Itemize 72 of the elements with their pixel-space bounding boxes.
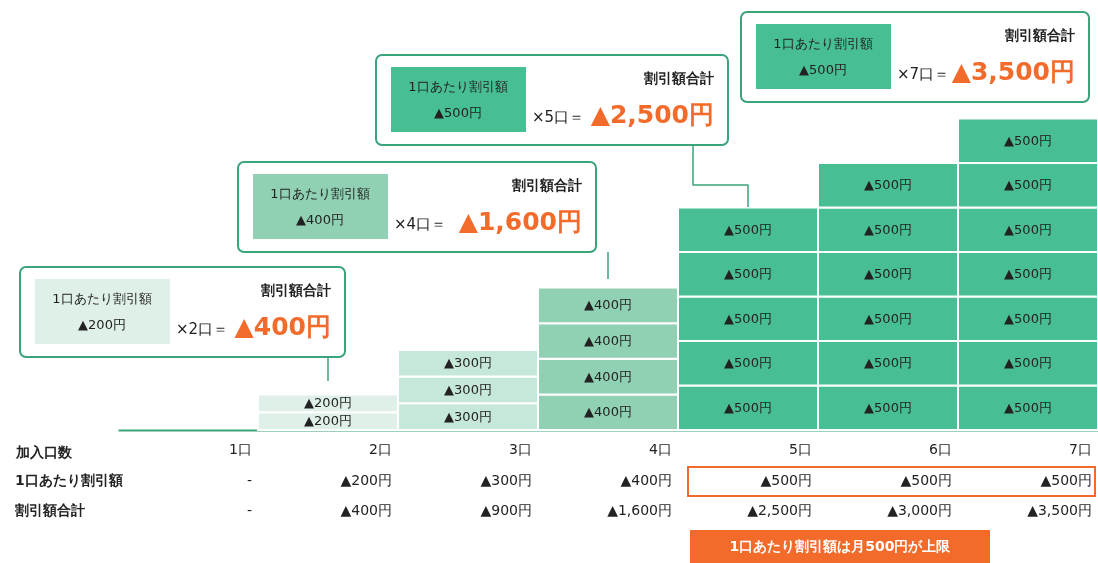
annotation: ×2口＝ xyxy=(176,320,229,338)
text: ▲900円 xyxy=(480,502,532,518)
data-label: ▲500円 xyxy=(1004,399,1052,415)
data-label: ▲300円 xyxy=(444,355,492,371)
text: 割引額合計 xyxy=(1004,27,1075,43)
text: 1口あたり割引額 xyxy=(15,472,123,488)
annotation: 1口あたり割引額 xyxy=(270,186,370,201)
data-label: ▲500円 xyxy=(1004,177,1052,193)
text: ▲500円 xyxy=(760,472,812,488)
x-tick-label: 3口 xyxy=(509,440,532,457)
annotation: ▲400円 xyxy=(296,212,344,227)
data-label: ▲500円 xyxy=(724,221,772,237)
data-label: ▲500円 xyxy=(724,310,772,326)
data-label: ▲400円 xyxy=(584,297,632,313)
data-label: ▲400円 xyxy=(584,332,632,348)
text: ▲400円 xyxy=(340,502,392,518)
annotation: 割引額合計 xyxy=(511,177,582,193)
text: 1口あたり割引額 xyxy=(408,79,508,94)
text: ▲3,500円 xyxy=(951,57,1075,86)
x-tick-label: 1口 xyxy=(229,440,252,457)
data-label: ▲500円 xyxy=(864,177,912,193)
data-label: ▲500円 xyxy=(864,310,912,326)
data-label: ▲500円 xyxy=(1004,132,1052,148)
text: 1口あたり割引額 xyxy=(773,36,873,51)
data-label: ▲500円 xyxy=(1004,355,1052,371)
text: ▲500円 xyxy=(1040,472,1092,488)
annotation: 1口あたり割引額 xyxy=(52,291,152,306)
data-label: ▲500円 xyxy=(724,355,772,371)
annotation: ▲200円 xyxy=(78,317,126,332)
data-label: ▲300円 xyxy=(444,381,492,397)
data-label: ▲200円 xyxy=(304,395,352,411)
annotation: ▲500円 xyxy=(434,105,482,120)
text: 1口あたり割引額は月500円が上限 xyxy=(729,538,952,554)
data-label: ▲500円 xyxy=(864,399,912,415)
text: ▲500円 xyxy=(799,62,847,77)
data-label: ▲500円 xyxy=(864,221,912,237)
data-label: ▲500円 xyxy=(724,266,772,282)
x-tick-label: 4口 xyxy=(649,440,672,457)
data-label: ▲500円 xyxy=(864,355,912,371)
annotation: ▲2,500円 xyxy=(590,100,714,129)
data-label: ▲500円 xyxy=(1004,221,1052,237)
text: ▲3,000円 xyxy=(887,502,952,518)
x-tick-label: 5口 xyxy=(789,440,812,457)
annotation: 割引額合計 xyxy=(260,282,331,298)
annotation: ▲400円 xyxy=(234,312,331,341)
annotation: ×4口＝ xyxy=(394,215,447,233)
text: ▲200円 xyxy=(340,472,392,488)
text: - xyxy=(246,472,252,488)
data-label: ▲200円 xyxy=(304,413,352,429)
data-label: ▲500円 xyxy=(724,399,772,415)
annotation: ×5口＝ xyxy=(532,108,585,126)
annotation: ▲1,600円 xyxy=(458,207,582,236)
data-label: ▲500円 xyxy=(1004,310,1052,326)
text: 割引額合計 xyxy=(643,70,714,86)
data-label: ▲500円 xyxy=(864,266,912,282)
text: ▲3,500円 xyxy=(1027,502,1092,518)
text: 割引額合計 xyxy=(14,502,85,518)
data-label: ▲500円 xyxy=(1004,266,1052,282)
text: ▲400円 xyxy=(620,472,672,488)
data-label: ▲400円 xyxy=(584,404,632,420)
text: - xyxy=(246,502,252,518)
x-tick-label: 2口 xyxy=(369,440,392,457)
x-tick-label: 6口 xyxy=(929,440,952,457)
text: ▲1,600円 xyxy=(607,502,672,518)
x-axis-title: 加入口数 xyxy=(14,443,73,460)
data-label: ▲400円 xyxy=(584,368,632,384)
text: ▲300円 xyxy=(480,472,532,488)
text: ×7口＝ xyxy=(897,65,950,83)
text: ▲500円 xyxy=(900,472,952,488)
x-tick-label: 7口 xyxy=(1069,440,1092,457)
text: ▲2,500円 xyxy=(747,502,812,518)
data-label: ▲300円 xyxy=(444,408,492,424)
